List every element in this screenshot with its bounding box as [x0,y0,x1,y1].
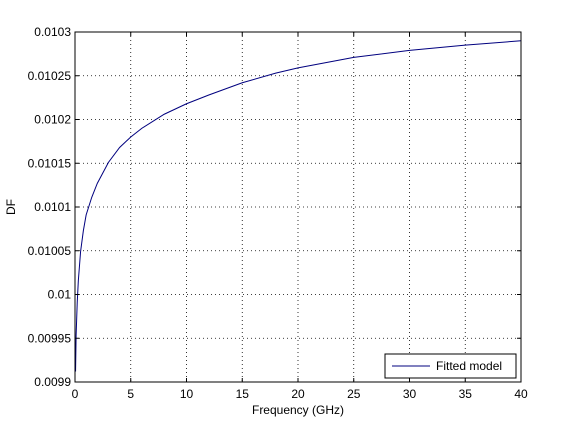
x-tick-label: 35 [459,387,473,401]
x-tick-label: 15 [236,387,250,401]
x-tick-label: 40 [514,387,528,401]
legend: Fitted model [384,353,517,379]
y-tick-label: 0.0099 [34,375,71,389]
axis-ticks: 0 5 10 15 20 25 30 35 40 0.0099 0.00995 0.01 0.01005… [28,25,528,401]
x-tick-label: 25 [347,387,361,401]
x-axis-label: Frequency (GHz) [252,403,344,417]
plot-area [75,32,521,382]
legend-label: Fitted model [436,359,502,373]
series-group [75,40,522,372]
series-line [75,40,522,372]
y-tick-label: 0.0102 [34,113,71,127]
y-tick-label: 0.0103 [34,25,71,39]
y-tick-label: 0.0101 [34,200,71,214]
y-tick-label: 0.01015 [28,156,72,170]
x-tick-label: 0 [72,387,79,401]
x-tick-label: 10 [180,387,194,401]
y-tick-label: 0.01005 [28,244,72,258]
y-tick-label: 0.01025 [28,69,72,83]
x-tick-label: 5 [127,387,134,401]
x-tick-label: 20 [291,387,305,401]
y-tick-label: 0.01 [48,288,72,302]
y-tick-label: 0.00995 [28,331,72,345]
y-axis-label: DF [4,199,18,215]
x-tick-label: 30 [403,387,417,401]
